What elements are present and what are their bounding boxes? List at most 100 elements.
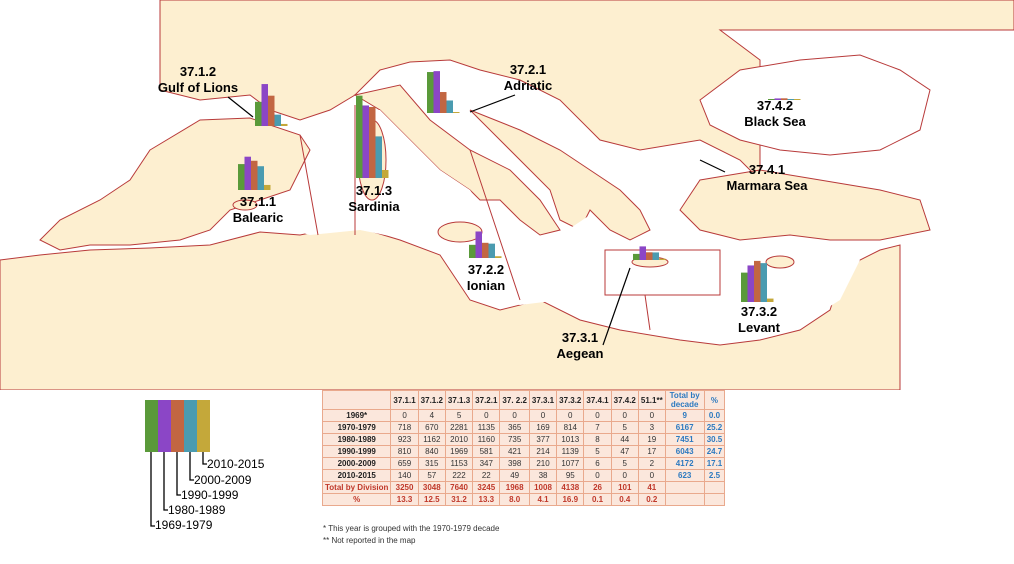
table-header-cell: 37.3.1	[528, 390, 558, 410]
bar-37.1.3-1	[362, 105, 369, 178]
bar-37.3.2-0	[741, 272, 748, 302]
bar-37.2.1-4	[453, 112, 460, 113]
table-cell: 7640	[444, 481, 474, 494]
bar-groups	[238, 71, 801, 302]
table-header-cell: 37.4.2	[610, 390, 639, 410]
bar-37.2.1-0	[427, 72, 434, 113]
table-cell: 0	[583, 469, 612, 482]
bar-37.3.1-0	[633, 253, 640, 260]
bar-37.1.2-1	[261, 84, 268, 126]
area-code: 37.2.1	[509, 62, 547, 77]
table-cell: 214	[528, 445, 558, 458]
area-name: Ionian	[466, 278, 506, 293]
leader-lines	[227, 94, 726, 346]
area-code: 37.3.2	[740, 304, 778, 319]
table-cell: 140	[390, 469, 419, 482]
table-cell: 7	[583, 421, 612, 434]
table-cell	[664, 481, 705, 494]
bar-37.1.1-2	[251, 160, 258, 190]
table-cell: 210	[528, 457, 558, 470]
bar-37.3.1-3	[652, 252, 659, 260]
area-name: Adriatic	[503, 78, 553, 93]
table-row: 2000-2009 659 315 1153 347 398 210 1077 6 5 2 4172 1…	[321, 457, 726, 470]
legend-swatch-1969-1979	[145, 400, 158, 452]
bar-37.3.1-1	[639, 246, 646, 260]
bar-37.1.3-3	[375, 136, 382, 178]
table-cell: 398	[499, 457, 530, 470]
table-cell: 670	[417, 421, 446, 434]
bar-37.4.2-0	[768, 99, 775, 100]
table-cell: 1160	[472, 433, 501, 446]
table-cell: 1139	[556, 445, 585, 458]
area-name: Aegean	[556, 346, 604, 361]
table-cell: 101	[610, 481, 639, 494]
table-cell: 13.3	[390, 493, 419, 506]
area-code: 37.4.1	[748, 162, 786, 177]
table-cell: 222	[444, 469, 474, 482]
legend: 2010-2015 2000-2009 1990-1999 1980-1989 …	[140, 398, 290, 538]
table-cell: 1153	[444, 457, 474, 470]
bar-37.4.2-1	[774, 98, 781, 100]
bar-37.1.2-0	[255, 101, 262, 126]
table-cell: 0	[610, 409, 639, 422]
table-header-cell	[321, 390, 392, 410]
table-cell: 4.1	[528, 493, 558, 506]
table-cell: 6167	[664, 421, 705, 434]
table-cell: 840	[417, 445, 446, 458]
island-cyprus	[765, 255, 795, 269]
table-cell: 0	[583, 409, 612, 422]
legend-swatch-1990-1999	[171, 400, 184, 452]
table-cell: 3	[637, 421, 666, 434]
area-name: Balearic	[232, 210, 284, 225]
label-37-3-2: 37.3.2 Levant	[719, 304, 799, 336]
table-cell: 0.1	[583, 493, 612, 506]
island-sicily	[437, 221, 483, 243]
table-cell: 0	[528, 409, 558, 422]
table-cell: 3048	[417, 481, 446, 494]
table-row: 2010-2015 140 57 222 22 49 38 95 0 0 0 623 2.5	[321, 469, 726, 482]
land-iberia	[39, 117, 311, 251]
table-cell: 57	[417, 469, 446, 482]
table-cell: 3245	[472, 481, 501, 494]
table-cell: 95	[556, 469, 585, 482]
table-cell	[703, 481, 726, 494]
table-cell: 2010-2015	[321, 469, 392, 482]
table-cell: 47	[610, 445, 639, 458]
table-cell: 19	[637, 433, 666, 446]
bar-37.2.1-3	[446, 100, 453, 113]
table-cell: 2010	[444, 433, 474, 446]
table-cell: 1990-1999	[321, 445, 392, 458]
bar-37.1.1-1	[244, 156, 251, 190]
table-cell: 25.2	[703, 421, 726, 434]
bar-37.2.2-0	[469, 244, 476, 258]
table-cell: 12.5	[417, 493, 446, 506]
table-cell: 0	[610, 469, 639, 482]
table-cell: 5	[610, 421, 639, 434]
legend-label-1969-1979: 1969-1979	[155, 518, 213, 532]
table-cell: 49	[499, 469, 530, 482]
mediterranean-map	[0, 0, 1014, 390]
black-sea	[699, 54, 931, 156]
table-cell	[664, 493, 705, 506]
table-cell: 377	[528, 433, 558, 446]
table-cell: 4138	[556, 481, 585, 494]
table-cell: 22	[472, 469, 501, 482]
table-cell: 13.3	[472, 493, 501, 506]
table-header-cell: 37.1.1	[390, 390, 419, 410]
table-cell: 1970-1979	[321, 421, 392, 434]
table-cell: 0	[472, 409, 501, 422]
table-cell: 814	[556, 421, 585, 434]
bar-37.3.2-4	[767, 298, 774, 302]
bar-37.1.3-4	[382, 169, 389, 178]
bar-37.1.1-3	[257, 166, 264, 190]
label-37-1-3: 37.1.3 Sardinia	[334, 183, 414, 215]
table-cell: 2	[637, 457, 666, 470]
label-37-4-2: 37.4.2 Black Sea	[735, 98, 815, 130]
table-cell: 0.0	[703, 409, 726, 422]
table-cell: 4172	[664, 457, 705, 470]
bar-37.2.2-4	[495, 256, 502, 258]
table-cell: 6	[583, 457, 612, 470]
table-cell: 810	[390, 445, 419, 458]
land-anatolia	[679, 169, 931, 241]
table-cell: 315	[417, 457, 446, 470]
